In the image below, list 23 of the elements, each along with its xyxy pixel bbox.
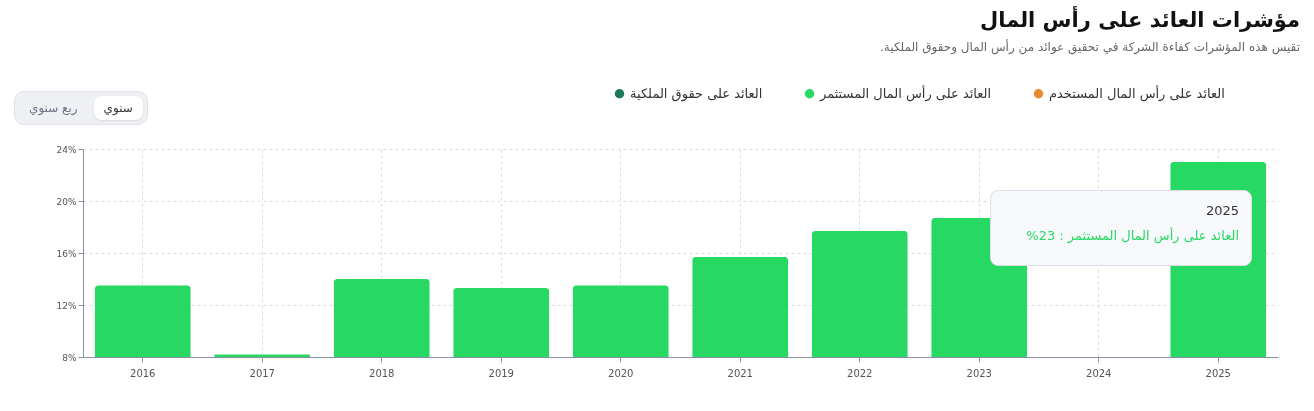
y-tick-label: 8% [62, 352, 77, 363]
y-tick-label: 16% [56, 248, 77, 259]
y-tick-label: 24% [56, 144, 77, 155]
x-tick-label: 2020 [608, 367, 634, 379]
chart-subtitle: تقيس هذه المؤشرات كفاءة الشركة في تحقيق عوائد من رأس المال وحقوق الملكية. [880, 40, 1300, 54]
period-toggle: سنوي ربع سنوي [14, 91, 148, 125]
y-tick-label: 12% [56, 300, 77, 311]
x-tick-label: 2018 [369, 367, 395, 379]
x-tick-label: 2019 [488, 367, 514, 379]
x-tick-label: 2022 [847, 367, 873, 379]
legend-label: العائد على رأس المال المستثمر [819, 84, 992, 102]
x-tick-label: 2023 [966, 367, 992, 379]
y-tick-label: 20% [56, 196, 77, 207]
legend-label: العائد على حقوق الملكية [630, 85, 763, 102]
x-tick-label: 2024 [1086, 367, 1112, 379]
x-tick-label: 2017 [249, 367, 275, 379]
annotation: العائد على رأس المال المستثمر : 23% [1025, 228, 1239, 243]
x-tick-label: 2021 [727, 367, 753, 379]
x-tick-label: 2025 [1205, 367, 1231, 379]
annotation: 2025 [1204, 203, 1239, 218]
chart-title: مؤشرات العائد على رأس المال [979, 8, 1300, 32]
legend-label: العائد على رأس المال المستخدم [1049, 84, 1225, 102]
x-tick-label: 2016 [130, 367, 156, 379]
